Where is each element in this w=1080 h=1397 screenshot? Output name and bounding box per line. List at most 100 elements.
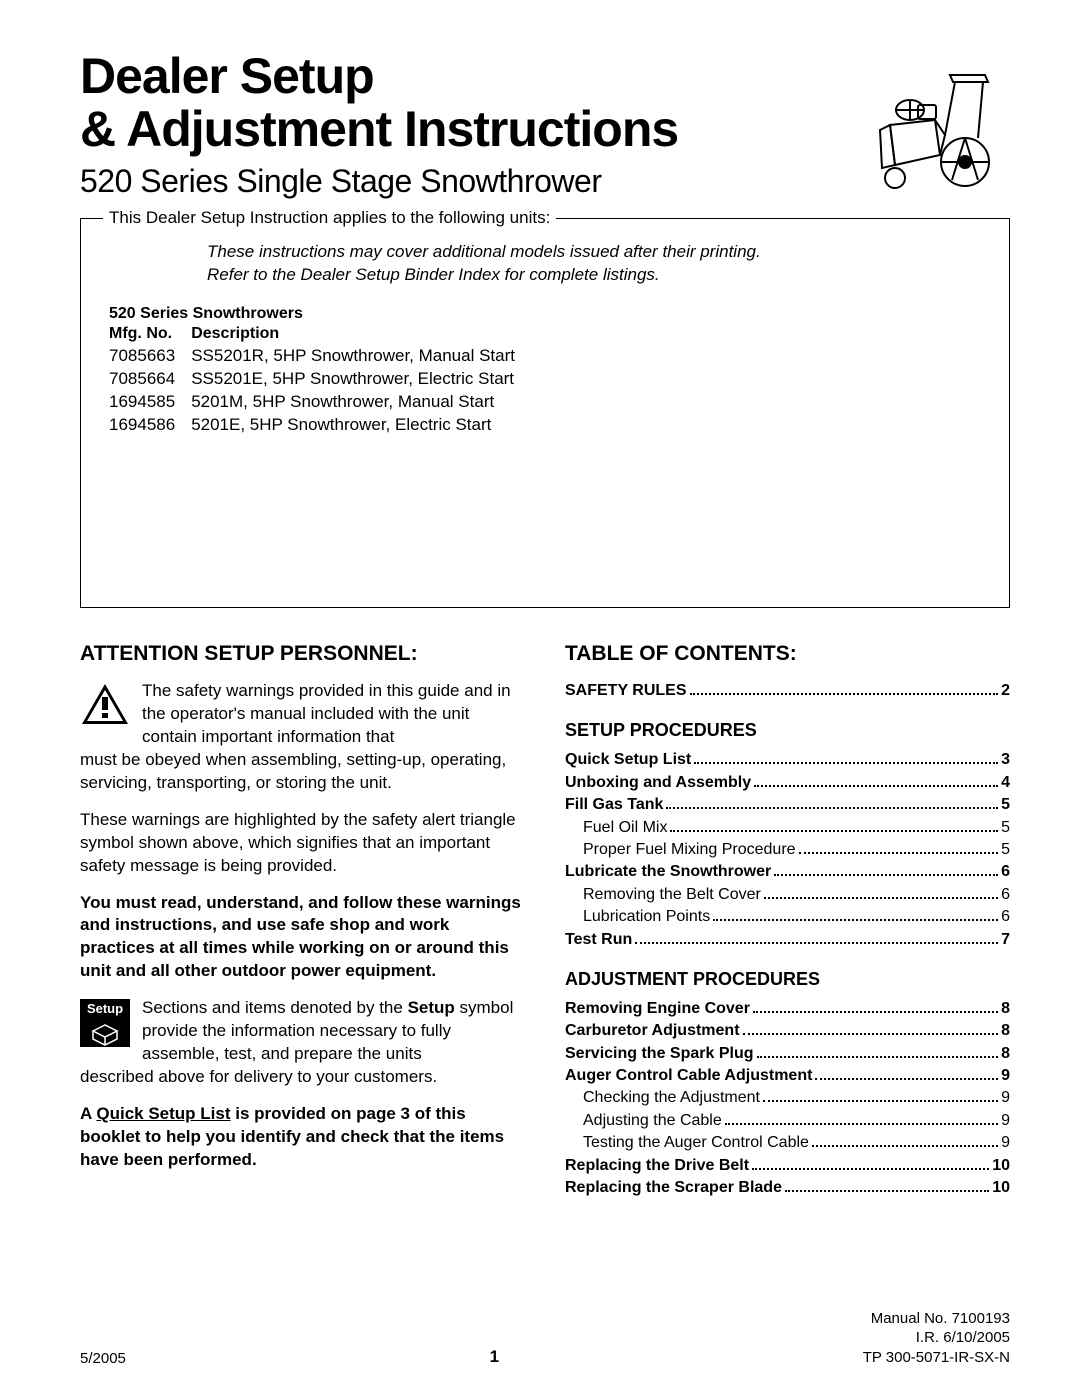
toc-setup-list: Quick Setup List 3Unboxing and Assembly4 F… [565,749,1010,951]
toc-entry: Test Run 7 [565,929,1010,951]
toc-adjustment-heading: ADJUSTMENT PROCEDURES [565,969,1010,990]
toc-label: Removing the Belt Cover [565,884,761,906]
units-note-line-2: Refer to the Dealer Setup Binder Index f… [207,265,660,284]
toc-label: Servicing the Spark Plug [565,1043,754,1065]
para2: These warnings are highlighted by the sa… [80,809,525,878]
setup-symbol-paragraph: Setup Sections and items denoted by the … [80,997,525,1089]
toc-entry: Proper Fuel Mixing Procedure 5 [565,839,1010,861]
toc-leader-dots [753,1011,998,1013]
header: Dealer Setup & Adjustment Instructions 5… [80,50,1010,200]
toc-entry: Unboxing and Assembly4 [565,772,1010,794]
content-columns: ATTENTION SETUP PERSONNEL: The safety wa… [80,642,1010,1199]
toc-safety-rules: SAFETY RULES 2 [565,680,1010,702]
para4-tail: described above for delivery to your cus… [80,1067,437,1086]
toc-leader-dots [752,1168,989,1170]
toc-leader-dots [764,897,998,899]
title-line-2: & Adjustment Instructions [80,101,678,157]
toc-label: Proper Fuel Mixing Procedure [565,839,796,861]
units-note: These instructions may cover additional … [207,241,981,287]
toc-page: 6 [1001,906,1010,928]
toc-setup-heading: SETUP PROCEDURES [565,720,1010,741]
toc-leader-dots [743,1033,999,1035]
toc-label: Replacing the Drive Belt [565,1155,749,1177]
footer-manual-no: Manual No. 7100193 [863,1309,1010,1329]
toc-leader-dots [666,807,998,809]
toc-entry: Removing Engine Cover8 [565,998,1010,1020]
model-mfg-no: 1694586 [109,414,191,437]
applicable-units-box: This Dealer Setup Instruction applies to… [80,218,1010,608]
toc-leader-dots [670,830,998,832]
toc-page: 9 [1001,1065,1010,1087]
toc-entry: Servicing the Spark Plug 8 [565,1043,1010,1065]
toc-entry: Replacing the Scraper Blade10 [565,1177,1010,1199]
para5-link: Quick Setup List [96,1104,230,1123]
toc-page: 7 [1001,929,1010,951]
toc-label: SAFETY RULES [565,680,687,702]
toc-label: Testing the Auger Control Cable [565,1132,809,1154]
model-description: 5201M, 5HP Snowthrower, Manual Start [191,391,531,414]
model-mfg-no: 1694585 [109,391,191,414]
model-description: SS5201R, 5HP Snowthrower, Manual Start [191,345,531,368]
toc-entry: Lubricate the Snowthrower6 [565,861,1010,883]
toc-leader-dots [785,1190,989,1192]
toc-page: 10 [992,1155,1010,1177]
table-row: 16945855201M, 5HP Snowthrower, Manual St… [109,391,531,414]
toc-entry: Replacing the Drive Belt 10 [565,1155,1010,1177]
toc-entry: Adjusting the Cable9 [565,1110,1010,1132]
toc-entry: Quick Setup List 3 [565,749,1010,771]
para4-lead: Sections and items denoted by the [142,998,408,1017]
footer-ir-date: I.R. 6/10/2005 [863,1328,1010,1348]
toc-leader-dots [799,852,999,854]
models-table: Mfg. No. Description 7085663SS5201R, 5HP… [109,325,531,437]
toc-page: 6 [1001,861,1010,883]
toc-label: Lubrication Points [565,906,710,928]
toc-entry: Removing the Belt Cover 6 [565,884,1010,906]
toc-label: Quick Setup List [565,749,691,771]
toc-column: TABLE OF CONTENTS: SAFETY RULES 2 SETUP … [565,642,1010,1199]
units-box-legend: This Dealer Setup Instruction applies to… [103,208,556,228]
footer-date: 5/2005 [80,1350,126,1367]
toc-leader-dots [635,942,998,944]
footer-document-info: Manual No. 7100193 I.R. 6/10/2005 TP 300… [863,1309,1010,1368]
toc-adjustment-list: Removing Engine Cover8Carburetor Adjustm… [565,998,1010,1200]
toc-leader-dots [713,919,998,921]
toc-entry: Testing the Auger Control Cable 9 [565,1132,1010,1154]
toc-leader-dots [812,1145,998,1147]
toc-leader-dots [690,693,999,695]
toc-label: Fuel Oil Mix [565,817,667,839]
series-header: 520 Series Snowthrowers [109,305,981,323]
table-row: 16945865201E, 5HP Snowthrower, Electric … [109,414,531,437]
toc-label: Auger Control Cable Adjustment [565,1065,812,1087]
toc-entry: Fuel Oil Mix5 [565,817,1010,839]
toc-heading: TABLE OF CONTENTS: [565,642,1010,666]
snowthrower-icon [840,60,1010,200]
toc-page: 3 [1001,749,1010,771]
attention-heading: ATTENTION SETUP PERSONNEL: [80,642,525,666]
toc-leader-dots [774,874,998,876]
toc-label: Carburetor Adjustment [565,1020,740,1042]
toc-page: 9 [1001,1110,1010,1132]
quick-setup-note: A Quick Setup List is provided on page 3… [80,1103,525,1172]
toc-page: 5 [1001,839,1010,861]
setup-box-icon: Setup [80,999,130,1047]
units-note-line-1: These instructions may cover additional … [207,242,761,261]
toc-leader-dots [815,1078,998,1080]
toc-page: 9 [1001,1132,1010,1154]
toc-page: 6 [1001,884,1010,906]
toc-label: Checking the Adjustment [565,1087,760,1109]
title-block: Dealer Setup & Adjustment Instructions 5… [80,50,840,200]
toc-entry: Lubrication Points 6 [565,906,1010,928]
toc-label: Removing Engine Cover [565,998,750,1020]
toc-label: Test Run [565,929,632,951]
table-row: 7085663SS5201R, 5HP Snowthrower, Manual … [109,345,531,368]
toc-label: Unboxing and Assembly [565,772,751,794]
toc-page: 2 [1001,680,1010,702]
toc-entry: Carburetor Adjustment8 [565,1020,1010,1042]
title-line-1: Dealer Setup [80,48,374,104]
toc-leader-dots [763,1100,998,1102]
model-mfg-no: 7085664 [109,368,191,391]
toc-label: Replacing the Scraper Blade [565,1177,782,1199]
toc-page: 9 [1001,1087,1010,1109]
toc-page: 8 [1001,1043,1010,1065]
page-footer: 5/2005 1 Manual No. 7100193 I.R. 6/10/20… [80,1309,1010,1368]
